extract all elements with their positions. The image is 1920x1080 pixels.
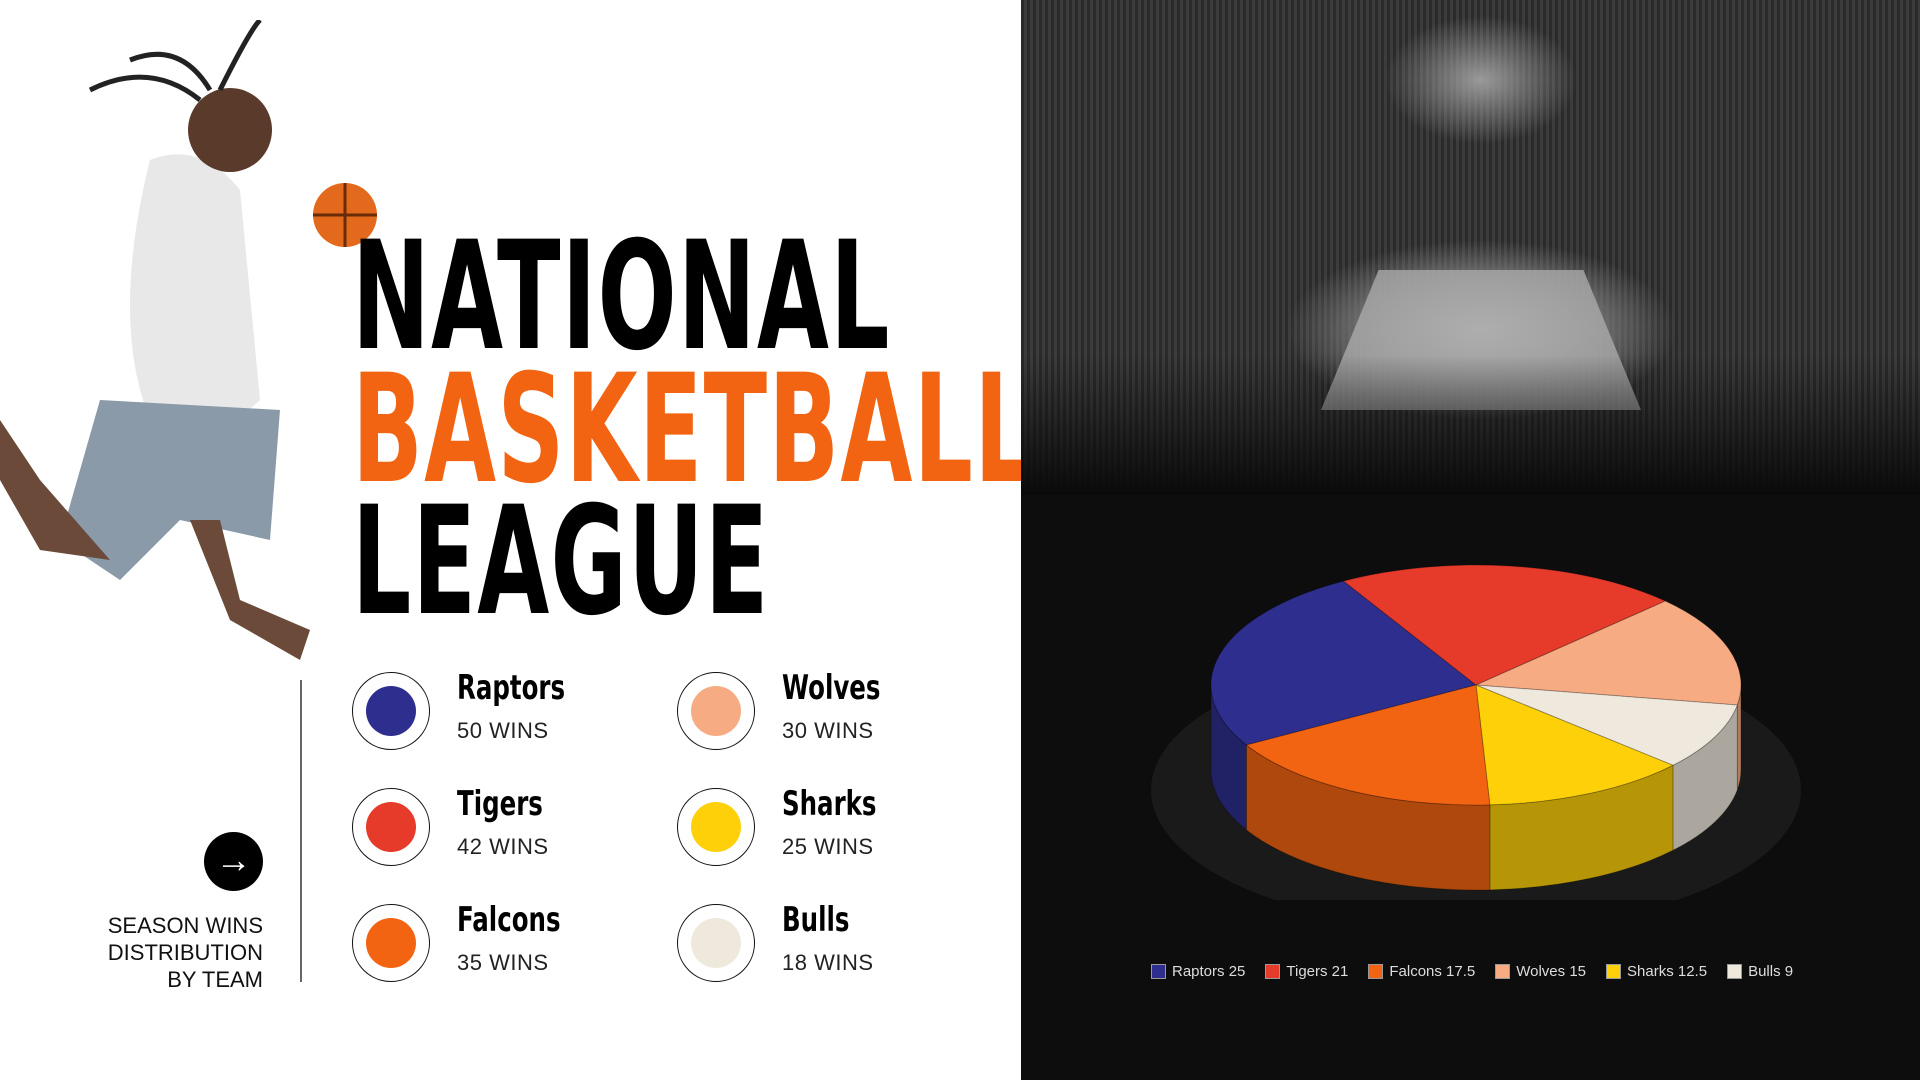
team-color-dot bbox=[366, 918, 416, 968]
team-wins: 18 WINS bbox=[782, 950, 874, 975]
legend-label: Sharks 12.5 bbox=[1627, 963, 1708, 980]
legend-swatch bbox=[1727, 964, 1743, 979]
legend-item: Bulls 9 bbox=[1727, 963, 1793, 980]
pie-slice-sharks bbox=[1475, 684, 1675, 806]
team-wins: 50 WINS bbox=[457, 718, 549, 743]
team-item-falcons: Falcons 35 WINS bbox=[352, 900, 672, 984]
arena-photo bbox=[1021, 0, 1920, 495]
left-panel: NATIONAL BASKETBALL LEAGUE → SEASON WINS… bbox=[0, 20, 1034, 993]
team-color-ring bbox=[352, 904, 430, 982]
right-panel: Raptors 25 Tigers 21 Falcons 17.5 Wolves 15… bbox=[1021, 0, 1920, 1080]
team-wins: 25 WINS bbox=[782, 834, 874, 859]
pie-slice-raptors bbox=[1210, 580, 1478, 746]
caption-line: BY TEAM bbox=[167, 967, 263, 992]
legend-label: Falcons 17.5 bbox=[1389, 963, 1476, 980]
pie-chart bbox=[1151, 564, 1801, 900]
title-line-2: BASKETBALL bbox=[352, 343, 1035, 517]
team-color-dot bbox=[691, 802, 741, 852]
team-color-ring bbox=[352, 788, 430, 866]
divider bbox=[300, 680, 302, 982]
pie-slice-falcons bbox=[1245, 684, 1491, 806]
title-line-1: NATIONAL bbox=[352, 210, 891, 384]
team-item-sharks: Sharks 25 WINS bbox=[677, 784, 997, 868]
team-name: Bulls bbox=[782, 900, 850, 940]
pie-slice-wolves bbox=[1475, 600, 1742, 706]
team-color-dot bbox=[366, 802, 416, 852]
legend-item: Wolves 15 bbox=[1495, 963, 1586, 980]
team-color-dot bbox=[691, 686, 741, 736]
legend-item: Falcons 17.5 bbox=[1368, 963, 1475, 980]
legend-swatch bbox=[1151, 964, 1166, 979]
team-name: Raptors bbox=[457, 668, 566, 708]
legend-label: Wolves 15 bbox=[1516, 963, 1587, 980]
team-color-dot bbox=[691, 918, 741, 968]
team-color-ring bbox=[677, 904, 755, 982]
team-color-ring bbox=[677, 672, 755, 750]
team-color-dot bbox=[366, 686, 416, 736]
chart-legend: Raptors 25 Tigers 21 Falcons 17.5 Wolves 15… bbox=[1151, 963, 1793, 980]
team-item-bulls: Bulls 18 WINS bbox=[677, 900, 997, 984]
legend-item: Sharks 12.5 bbox=[1606, 963, 1707, 980]
legend-swatch bbox=[1495, 964, 1511, 979]
pie-slice-bulls bbox=[1475, 684, 1738, 766]
basketball-player-image bbox=[0, 20, 377, 660]
caption-line: SEASON WINS bbox=[107, 913, 263, 938]
pie-slice-tigers bbox=[1342, 564, 1667, 686]
legend-swatch bbox=[1265, 964, 1281, 979]
arrow-right-icon[interactable]: → bbox=[204, 832, 263, 891]
legend-swatch bbox=[1368, 964, 1384, 979]
legend-label: Raptors 25 bbox=[1172, 963, 1246, 980]
team-wins: 30 WINS bbox=[782, 718, 874, 743]
team-item-wolves: Wolves 30 WINS bbox=[677, 668, 997, 752]
legend-item: Raptors 25 bbox=[1151, 963, 1245, 980]
caption: SEASON WINS DISTRIBUTION BY TEAM bbox=[53, 912, 263, 993]
team-name: Tigers bbox=[457, 784, 543, 824]
legend-label: Bulls 9 bbox=[1748, 963, 1794, 980]
caption-line: DISTRIBUTION bbox=[107, 940, 263, 965]
team-color-ring bbox=[677, 788, 755, 866]
team-name: Wolves bbox=[782, 668, 881, 708]
legend-swatch bbox=[1606, 964, 1622, 979]
team-name: Sharks bbox=[782, 784, 877, 824]
team-item-tigers: Tigers 42 WINS bbox=[352, 784, 672, 868]
team-wins: 35 WINS bbox=[457, 950, 549, 975]
team-wins: 42 WINS bbox=[457, 834, 549, 859]
team-color-ring bbox=[352, 672, 430, 750]
legend-item: Tigers 21 bbox=[1265, 963, 1348, 980]
team-item-raptors: Raptors 50 WINS bbox=[352, 668, 672, 752]
team-name: Falcons bbox=[457, 900, 561, 940]
title-line-3: LEAGUE bbox=[352, 475, 770, 649]
legend-label: Tigers 21 bbox=[1286, 963, 1349, 980]
